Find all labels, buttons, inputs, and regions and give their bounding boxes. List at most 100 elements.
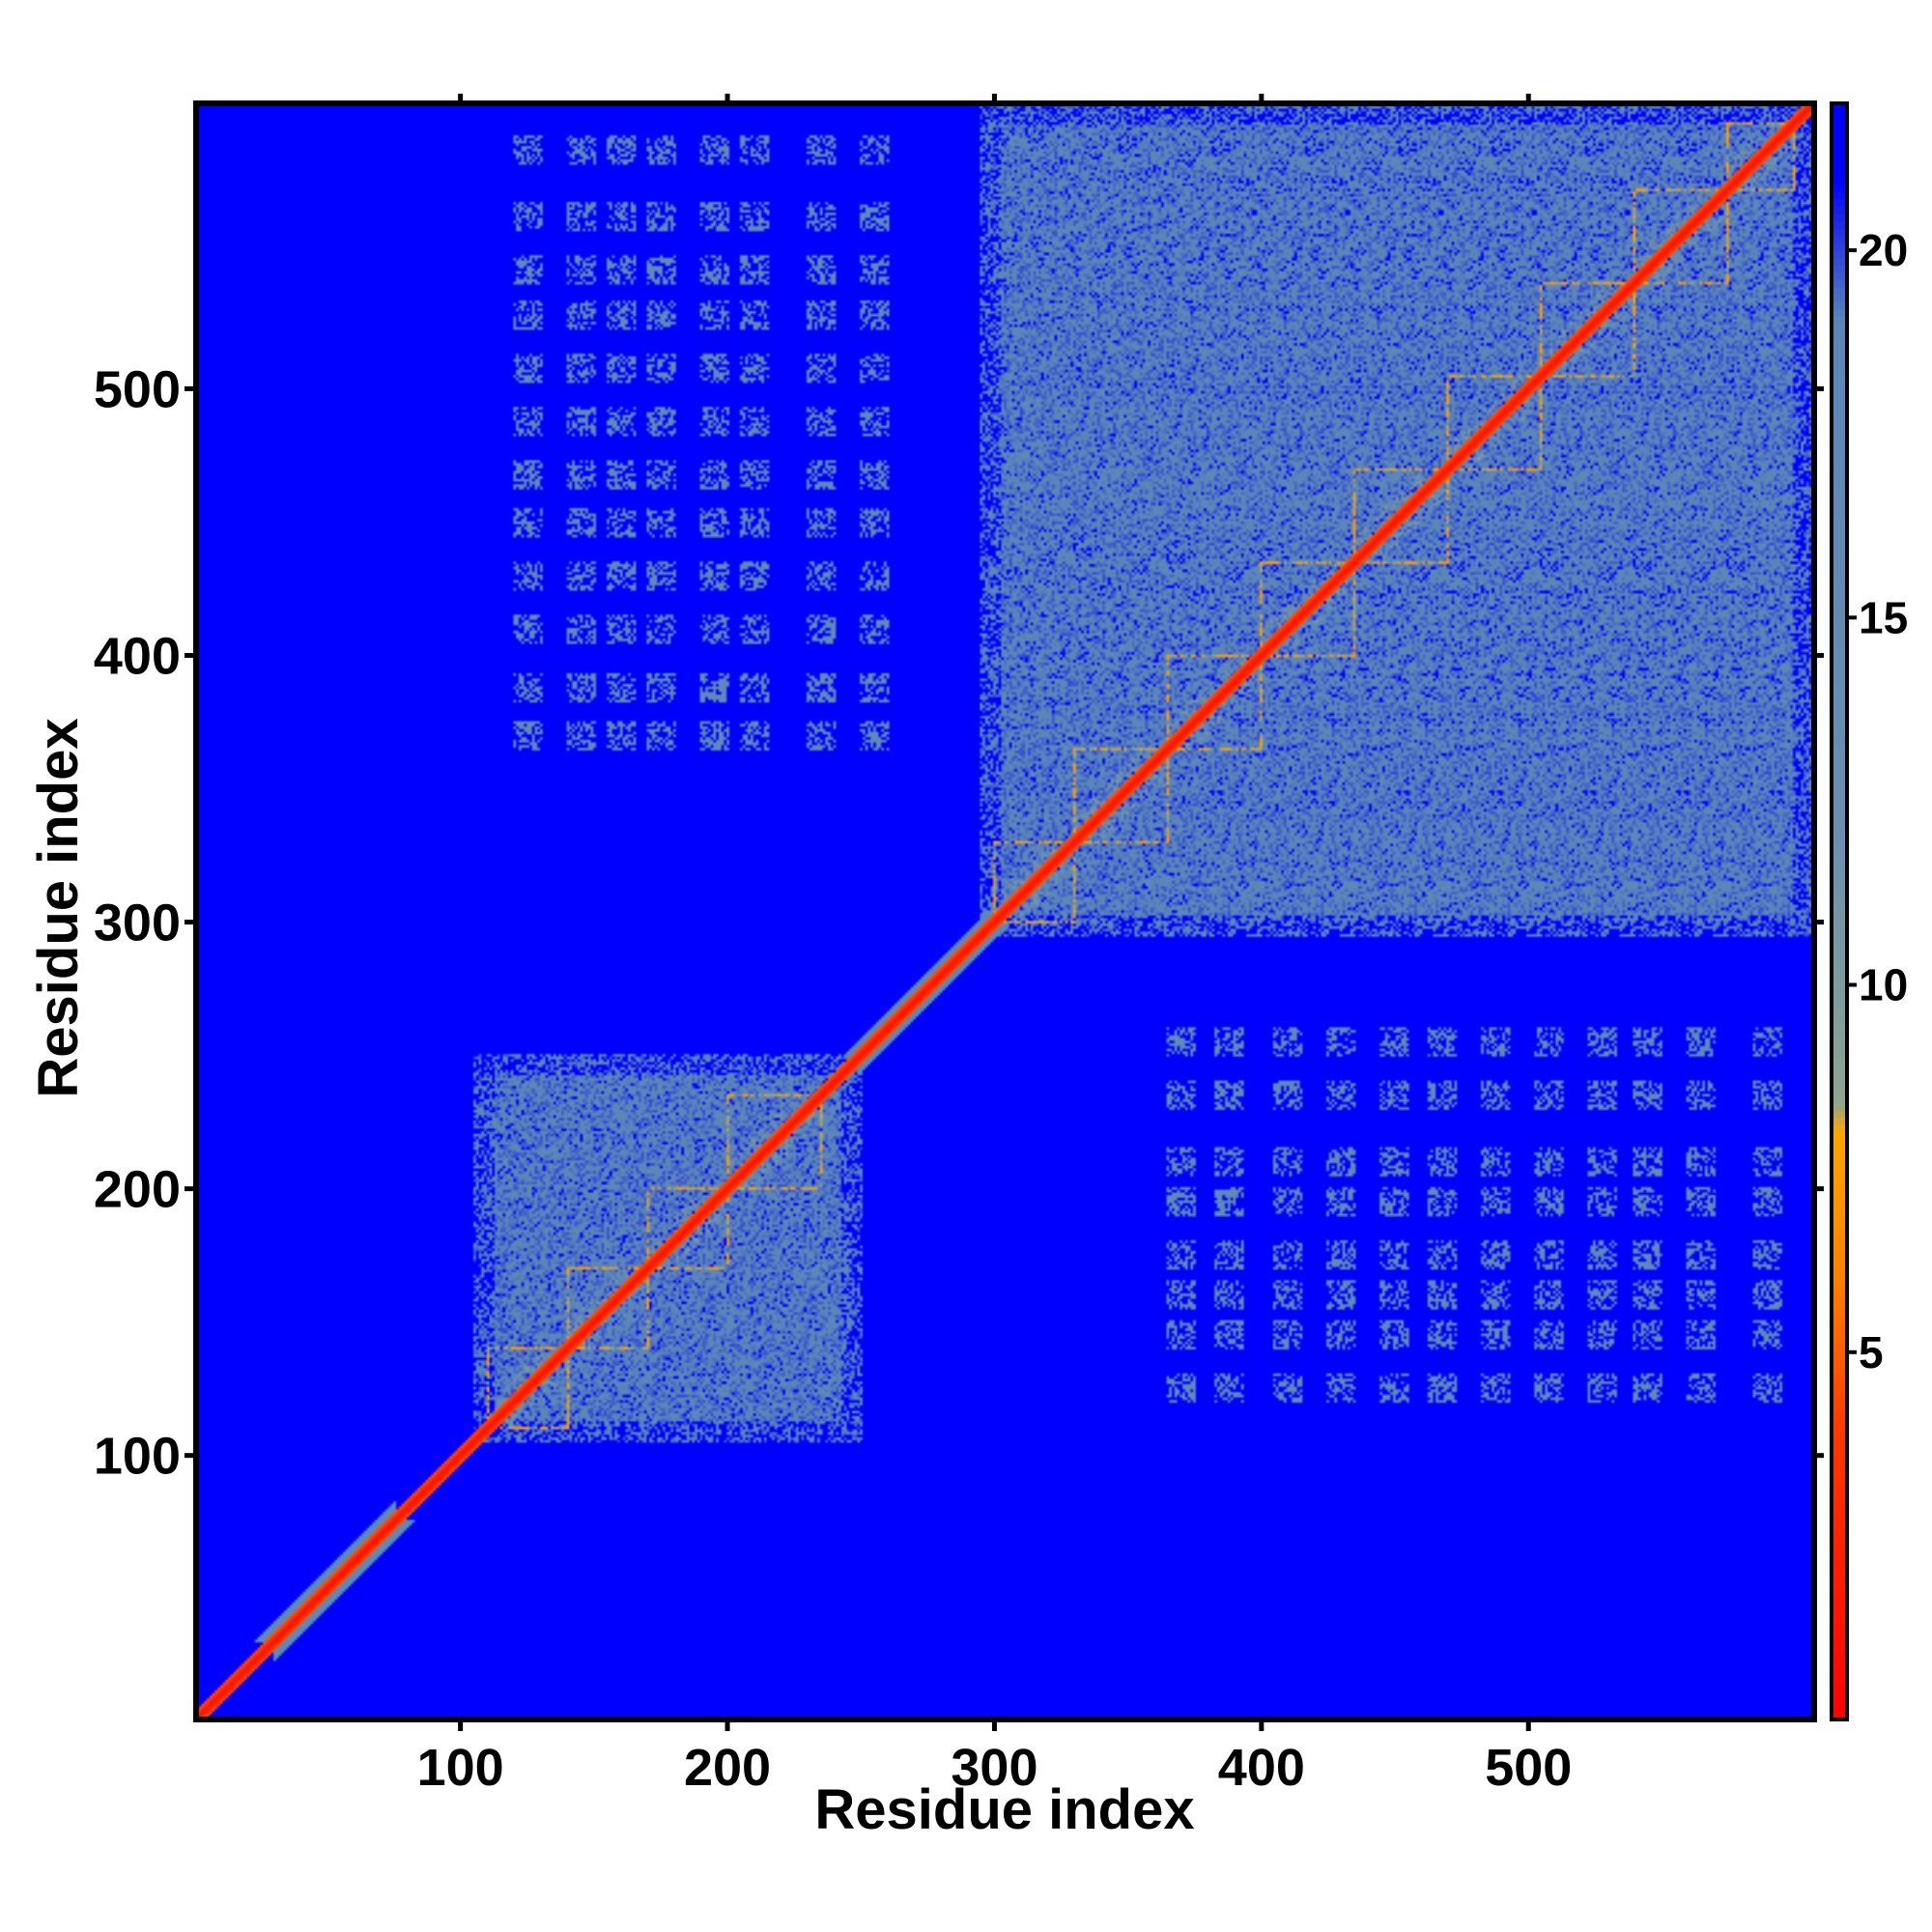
y-tick-label: 300 xyxy=(94,895,181,952)
heatmap xyxy=(196,103,1814,1719)
colorbar-segment xyxy=(1832,925,1847,934)
colorbar-segment xyxy=(1832,1594,1847,1603)
colorbar-segment xyxy=(1832,1205,1847,1213)
y-tick-label: 400 xyxy=(94,627,181,685)
colorbar-segment xyxy=(1832,646,1847,655)
colorbar-segment xyxy=(1832,1264,1847,1272)
colorbar-segment xyxy=(1832,1388,1847,1397)
colorbar-segment xyxy=(1832,1602,1847,1610)
colorbar-segment xyxy=(1832,1278,1847,1287)
colorbar-segment xyxy=(1832,1425,1847,1435)
x-tick-label: 200 xyxy=(684,1739,771,1797)
colorbar-segment xyxy=(1832,962,1847,971)
y-tick-label: 100 xyxy=(94,1428,181,1486)
colorbar-segment xyxy=(1832,529,1847,538)
colorbar-segment xyxy=(1832,1690,1847,1698)
colorbar-segment xyxy=(1832,1381,1847,1390)
y-tick-label: 500 xyxy=(94,360,181,418)
colorbar-segment xyxy=(1832,324,1847,332)
colorbar-segment xyxy=(1832,1455,1847,1463)
x-tick-label: 300 xyxy=(951,1739,1037,1797)
colorbar-segment xyxy=(1832,345,1847,355)
colorbar-segment xyxy=(1832,287,1847,296)
colorbar-segment xyxy=(1832,1198,1847,1207)
colorbar-segment xyxy=(1832,448,1847,457)
colorbar-segment xyxy=(1832,1484,1847,1492)
colorbar-tick-label: 5 xyxy=(1859,1327,1884,1378)
colorbar-segment xyxy=(1832,742,1847,751)
colorbar-segment xyxy=(1832,470,1847,479)
colorbar-segment xyxy=(1832,169,1847,178)
colorbar-segment xyxy=(1832,1021,1847,1030)
colorbar-segment xyxy=(1832,1396,1847,1405)
colorbar-segment xyxy=(1832,1322,1847,1331)
colorbar-segment xyxy=(1832,573,1847,582)
colorbar-segment xyxy=(1832,683,1847,692)
colorbar-segment xyxy=(1832,1616,1847,1625)
colorbar-segment xyxy=(1832,1153,1847,1162)
colorbar-segment xyxy=(1832,1675,1847,1684)
colorbar-segment xyxy=(1832,1117,1847,1125)
colorbar-segment xyxy=(1832,970,1847,979)
y-tick-label: 200 xyxy=(94,1161,181,1219)
x-axis-ticks: 100 200 300 400 500 xyxy=(417,94,1572,1797)
colorbar-segment xyxy=(1832,544,1847,553)
colorbar-segment xyxy=(1832,617,1847,626)
colorbar-segment xyxy=(1832,1256,1847,1265)
colorbar-segment xyxy=(1832,1235,1847,1243)
colorbar-segment xyxy=(1832,1661,1847,1669)
colorbar-segment xyxy=(1832,184,1847,192)
colorbar-segment xyxy=(1832,603,1847,611)
colorbar-segment xyxy=(1832,1359,1847,1368)
colorbar-segment xyxy=(1832,632,1847,640)
colorbar-segment xyxy=(1832,191,1847,200)
colorbar-segment xyxy=(1832,587,1847,597)
y-axis-ticks: 100 200 300 400 500 xyxy=(94,360,1824,1486)
colorbar-segment xyxy=(1832,1094,1847,1103)
colorbar-segment xyxy=(1832,1190,1847,1199)
colorbar-tick-label: 20 xyxy=(1859,225,1908,275)
colorbar-segment xyxy=(1832,1528,1847,1537)
colorbar-segment xyxy=(1832,1667,1847,1676)
colorbar-segment xyxy=(1832,1631,1847,1639)
colorbar-segment xyxy=(1832,1550,1847,1559)
colorbar-segment xyxy=(1832,1088,1847,1096)
colorbar-segment xyxy=(1832,367,1847,376)
colorbar-segment xyxy=(1832,1477,1847,1486)
colorbar-segment xyxy=(1832,522,1847,530)
colorbar-segment xyxy=(1832,213,1847,222)
colorbar-segment xyxy=(1832,903,1847,913)
colorbar-segment xyxy=(1832,1404,1847,1412)
colorbar-segment xyxy=(1832,257,1847,266)
colorbar-segment xyxy=(1832,1506,1847,1515)
colorbar-segment xyxy=(1832,1065,1847,1074)
colorbar-segment xyxy=(1832,536,1847,545)
colorbar-segment xyxy=(1832,1514,1847,1522)
colorbar-segment xyxy=(1832,1704,1847,1713)
colorbar-segment xyxy=(1832,250,1847,259)
x-tick-label: 100 xyxy=(417,1739,504,1797)
colorbar-segment xyxy=(1832,1557,1847,1566)
colorbar-segment xyxy=(1832,845,1847,854)
colorbar-segment xyxy=(1832,1351,1847,1360)
colorbar-segment xyxy=(1832,382,1847,391)
colorbar-segment xyxy=(1832,1131,1847,1140)
colorbar-segment xyxy=(1832,434,1847,442)
colorbar-segment xyxy=(1832,977,1847,986)
colorbar-segment xyxy=(1832,1337,1847,1346)
colorbar-segment xyxy=(1832,1271,1847,1280)
colorbar-segment xyxy=(1832,389,1847,398)
colorbar-segment xyxy=(1832,1249,1847,1258)
colorbar-segment xyxy=(1832,896,1847,905)
colorbar-segment xyxy=(1832,756,1847,766)
colorbar-segment xyxy=(1832,815,1847,824)
colorbar-segment xyxy=(1832,418,1847,428)
colorbar-segment xyxy=(1832,720,1847,728)
colorbar-segment xyxy=(1832,668,1847,677)
colorbar-segment xyxy=(1832,294,1847,302)
colorbar-segment xyxy=(1832,155,1847,163)
colorbar-segment xyxy=(1832,984,1847,993)
colorbar-segment xyxy=(1832,456,1847,465)
colorbar-segment xyxy=(1832,1102,1847,1111)
